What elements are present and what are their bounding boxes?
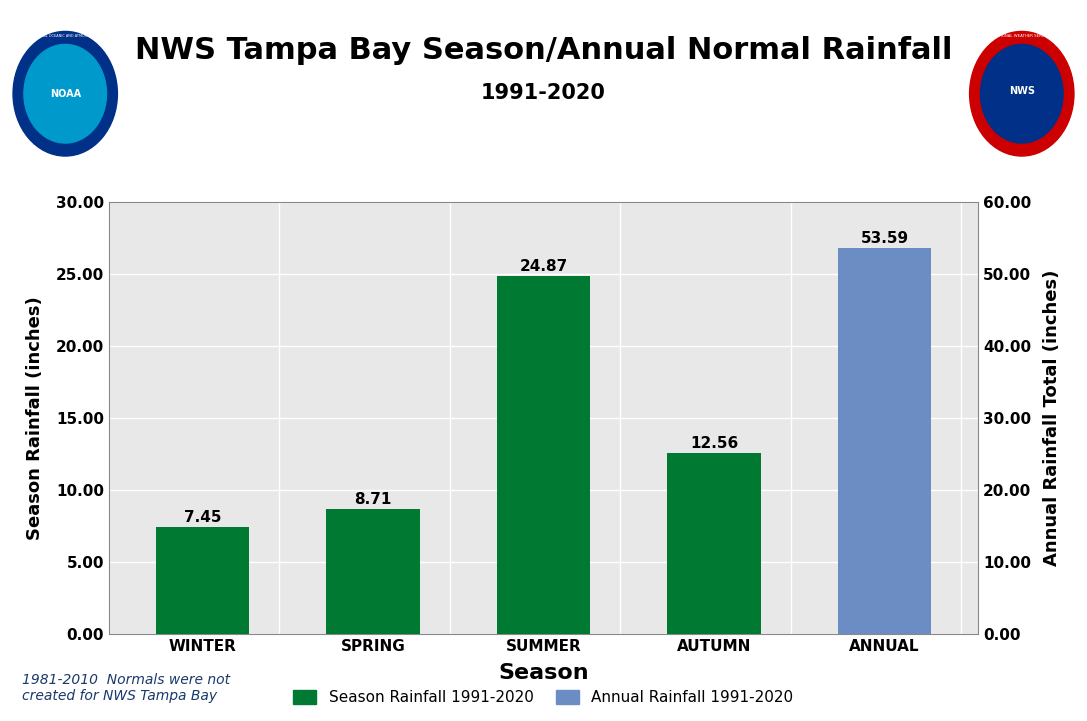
X-axis label: Season: Season (498, 663, 589, 683)
Circle shape (24, 45, 107, 143)
Text: NATIONAL WEATHER SERVICE: NATIONAL WEATHER SERVICE (994, 34, 1050, 38)
Text: 53.59: 53.59 (861, 231, 909, 246)
Bar (326, 509, 420, 634)
Y-axis label: Annual Rainfall Total (inches): Annual Rainfall Total (inches) (1042, 270, 1061, 567)
Legend: Season Rainfall 1991-2020, Annual Rainfall 1991-2020: Season Rainfall 1991-2020, Annual Rainfa… (287, 684, 800, 711)
Text: NATIONAL OCEANIC AND ATMOSPHERIC: NATIONAL OCEANIC AND ATMOSPHERIC (30, 34, 100, 38)
Bar (155, 527, 249, 634)
Text: 1981-2010  Normals were not
created for NWS Tampa Bay: 1981-2010 Normals were not created for N… (22, 673, 229, 703)
Bar (497, 276, 590, 634)
Circle shape (13, 32, 117, 156)
Circle shape (980, 45, 1063, 143)
Text: 24.87: 24.87 (520, 259, 567, 274)
Y-axis label: Season Rainfall (inches): Season Rainfall (inches) (26, 296, 45, 540)
Text: 12.56: 12.56 (690, 436, 738, 451)
Text: NWS Tampa Bay Season/Annual Normal Rainfall: NWS Tampa Bay Season/Annual Normal Rainf… (135, 36, 952, 65)
Text: 8.71: 8.71 (354, 492, 391, 507)
Text: NWS: NWS (1009, 86, 1035, 96)
Bar (838, 248, 932, 634)
Text: NOAA: NOAA (50, 89, 80, 99)
Text: 7.45: 7.45 (184, 510, 222, 525)
Text: 1991-2020: 1991-2020 (482, 83, 605, 103)
Circle shape (970, 32, 1074, 156)
Bar (667, 454, 761, 634)
